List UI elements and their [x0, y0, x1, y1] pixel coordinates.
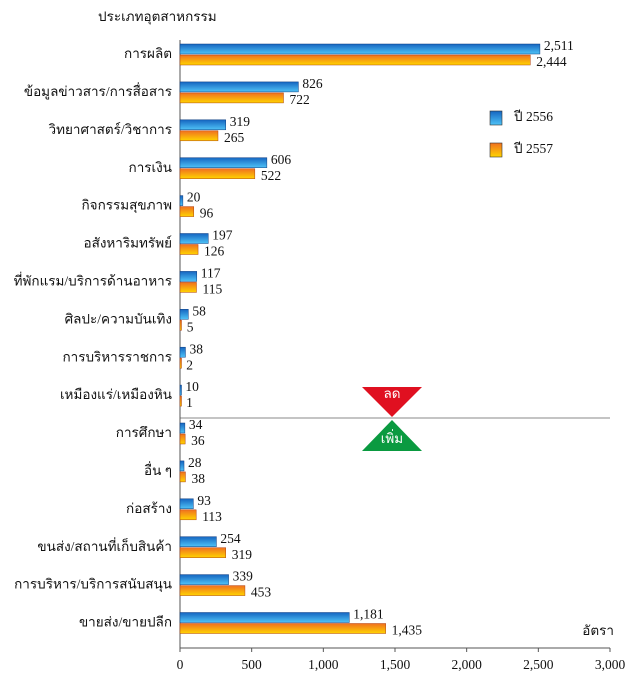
y-tick-label: อสังหาริมทรัพย์ — [83, 235, 172, 251]
y-tick-label: วิทยาศาสตร์/วิชาการ — [48, 121, 172, 137]
value-label: 10 — [185, 379, 199, 394]
value-label: 117 — [201, 265, 221, 280]
value-label: 2,444 — [536, 54, 567, 69]
value-label: 5 — [187, 319, 194, 334]
x-tick-label: 2,000 — [451, 657, 482, 672]
legend-swatch — [489, 142, 503, 158]
x-tick-label: 1,000 — [308, 657, 339, 672]
bar — [179, 130, 219, 142]
bar — [179, 460, 185, 472]
bar — [179, 157, 268, 168]
annotation: ลด — [383, 386, 400, 401]
value-label: 126 — [204, 244, 225, 259]
value-label: 254 — [220, 531, 241, 546]
x-tick-label: 2,500 — [523, 657, 554, 672]
increase-marker — [362, 420, 422, 451]
y-tick-label: ที่พักแรม/บริการด้านอาหาร — [14, 271, 172, 288]
value-label: 1,435 — [392, 623, 423, 638]
bar — [179, 547, 226, 558]
bar — [179, 498, 194, 510]
value-label: 93 — [197, 493, 211, 508]
bar — [179, 233, 209, 244]
value-label: 522 — [261, 168, 281, 183]
y-tick-label: ขนส่ง/สถานที่เก็บสินค้า — [37, 537, 172, 554]
x-tick-label: 3,000 — [595, 657, 626, 672]
bar — [179, 309, 189, 320]
bar — [179, 612, 350, 623]
value-label: 34 — [189, 417, 203, 432]
y-axis-title: ประเภทอุตสาหกรรม — [98, 9, 217, 25]
value-label: 606 — [271, 152, 292, 167]
bar — [179, 271, 198, 282]
annotation: เพิ่ม — [381, 429, 403, 446]
y-tick-label: การเงิน — [129, 160, 172, 175]
value-label: 115 — [202, 281, 222, 296]
bar — [179, 471, 186, 483]
bar — [179, 509, 197, 521]
bar — [179, 43, 541, 55]
value-label: 20 — [187, 190, 201, 205]
bar — [179, 536, 217, 547]
bar — [179, 92, 284, 104]
value-label: 339 — [233, 569, 254, 584]
bar — [179, 433, 186, 445]
x-axis-title: อัตรา — [582, 623, 614, 638]
value-label: 113 — [202, 509, 222, 524]
y-tick-label: ศิลปะ/ความบันเทิง — [65, 311, 172, 326]
value-label: 2,511 — [544, 38, 574, 53]
value-label: 197 — [212, 228, 233, 243]
y-tick-label: ก่อสร้าง — [126, 501, 172, 516]
bar — [179, 422, 186, 434]
bar — [179, 244, 199, 255]
bar — [179, 623, 386, 634]
value-label: 38 — [189, 341, 203, 356]
value-label: 36 — [191, 433, 205, 448]
bar — [179, 195, 184, 206]
value-label: 2 — [186, 357, 193, 372]
bar — [179, 206, 195, 217]
decrease-marker — [362, 387, 422, 417]
value-label: 453 — [251, 585, 272, 600]
value-label: 1,181 — [353, 607, 383, 622]
bar — [179, 282, 197, 293]
y-tick-label: ขายส่ง/ขายปลีก — [79, 615, 172, 630]
y-tick-label: เหมืองแร่/เหมืองหิน — [60, 387, 172, 402]
y-tick-label: ข้อมูลข่าวสาร/การสื่อสาร — [24, 82, 172, 100]
y-tick-label: การผลิต — [124, 46, 172, 61]
value-label: 96 — [200, 206, 214, 221]
value-label: 1 — [186, 395, 193, 410]
value-label: 319 — [230, 114, 251, 129]
bar — [179, 395, 182, 407]
value-label: 58 — [192, 303, 206, 318]
y-tick-label: กิจกรรมสุขภาพ — [81, 198, 172, 214]
bar — [179, 574, 229, 585]
value-label: 319 — [232, 547, 253, 562]
bar — [179, 320, 182, 331]
bar — [179, 384, 182, 396]
value-label: 826 — [302, 76, 323, 91]
value-label: 28 — [188, 455, 202, 470]
bar — [179, 585, 246, 596]
x-tick-label: 0 — [177, 657, 184, 672]
y-tick-label: การบริหารราชการ — [62, 349, 172, 364]
value-label: 265 — [224, 130, 245, 145]
bar — [179, 81, 299, 93]
x-tick-label: 1,500 — [380, 657, 411, 672]
y-tick-label: การบริหาร/บริการสนับสนุน — [14, 577, 172, 593]
bar — [179, 168, 256, 179]
x-tick-label: 500 — [242, 657, 263, 672]
bar — [179, 357, 182, 369]
legend-swatch — [489, 110, 503, 126]
bar — [179, 54, 531, 66]
value-label: 722 — [289, 92, 309, 107]
legend-label: ปี 2556 — [513, 109, 553, 124]
y-tick-label: อื่น ๆ — [144, 461, 172, 478]
bar — [179, 346, 186, 358]
y-tick-label: การศึกษา — [116, 425, 172, 440]
bar — [179, 119, 226, 131]
legend-label: ปี 2557 — [513, 141, 553, 156]
value-label: 38 — [191, 471, 205, 486]
